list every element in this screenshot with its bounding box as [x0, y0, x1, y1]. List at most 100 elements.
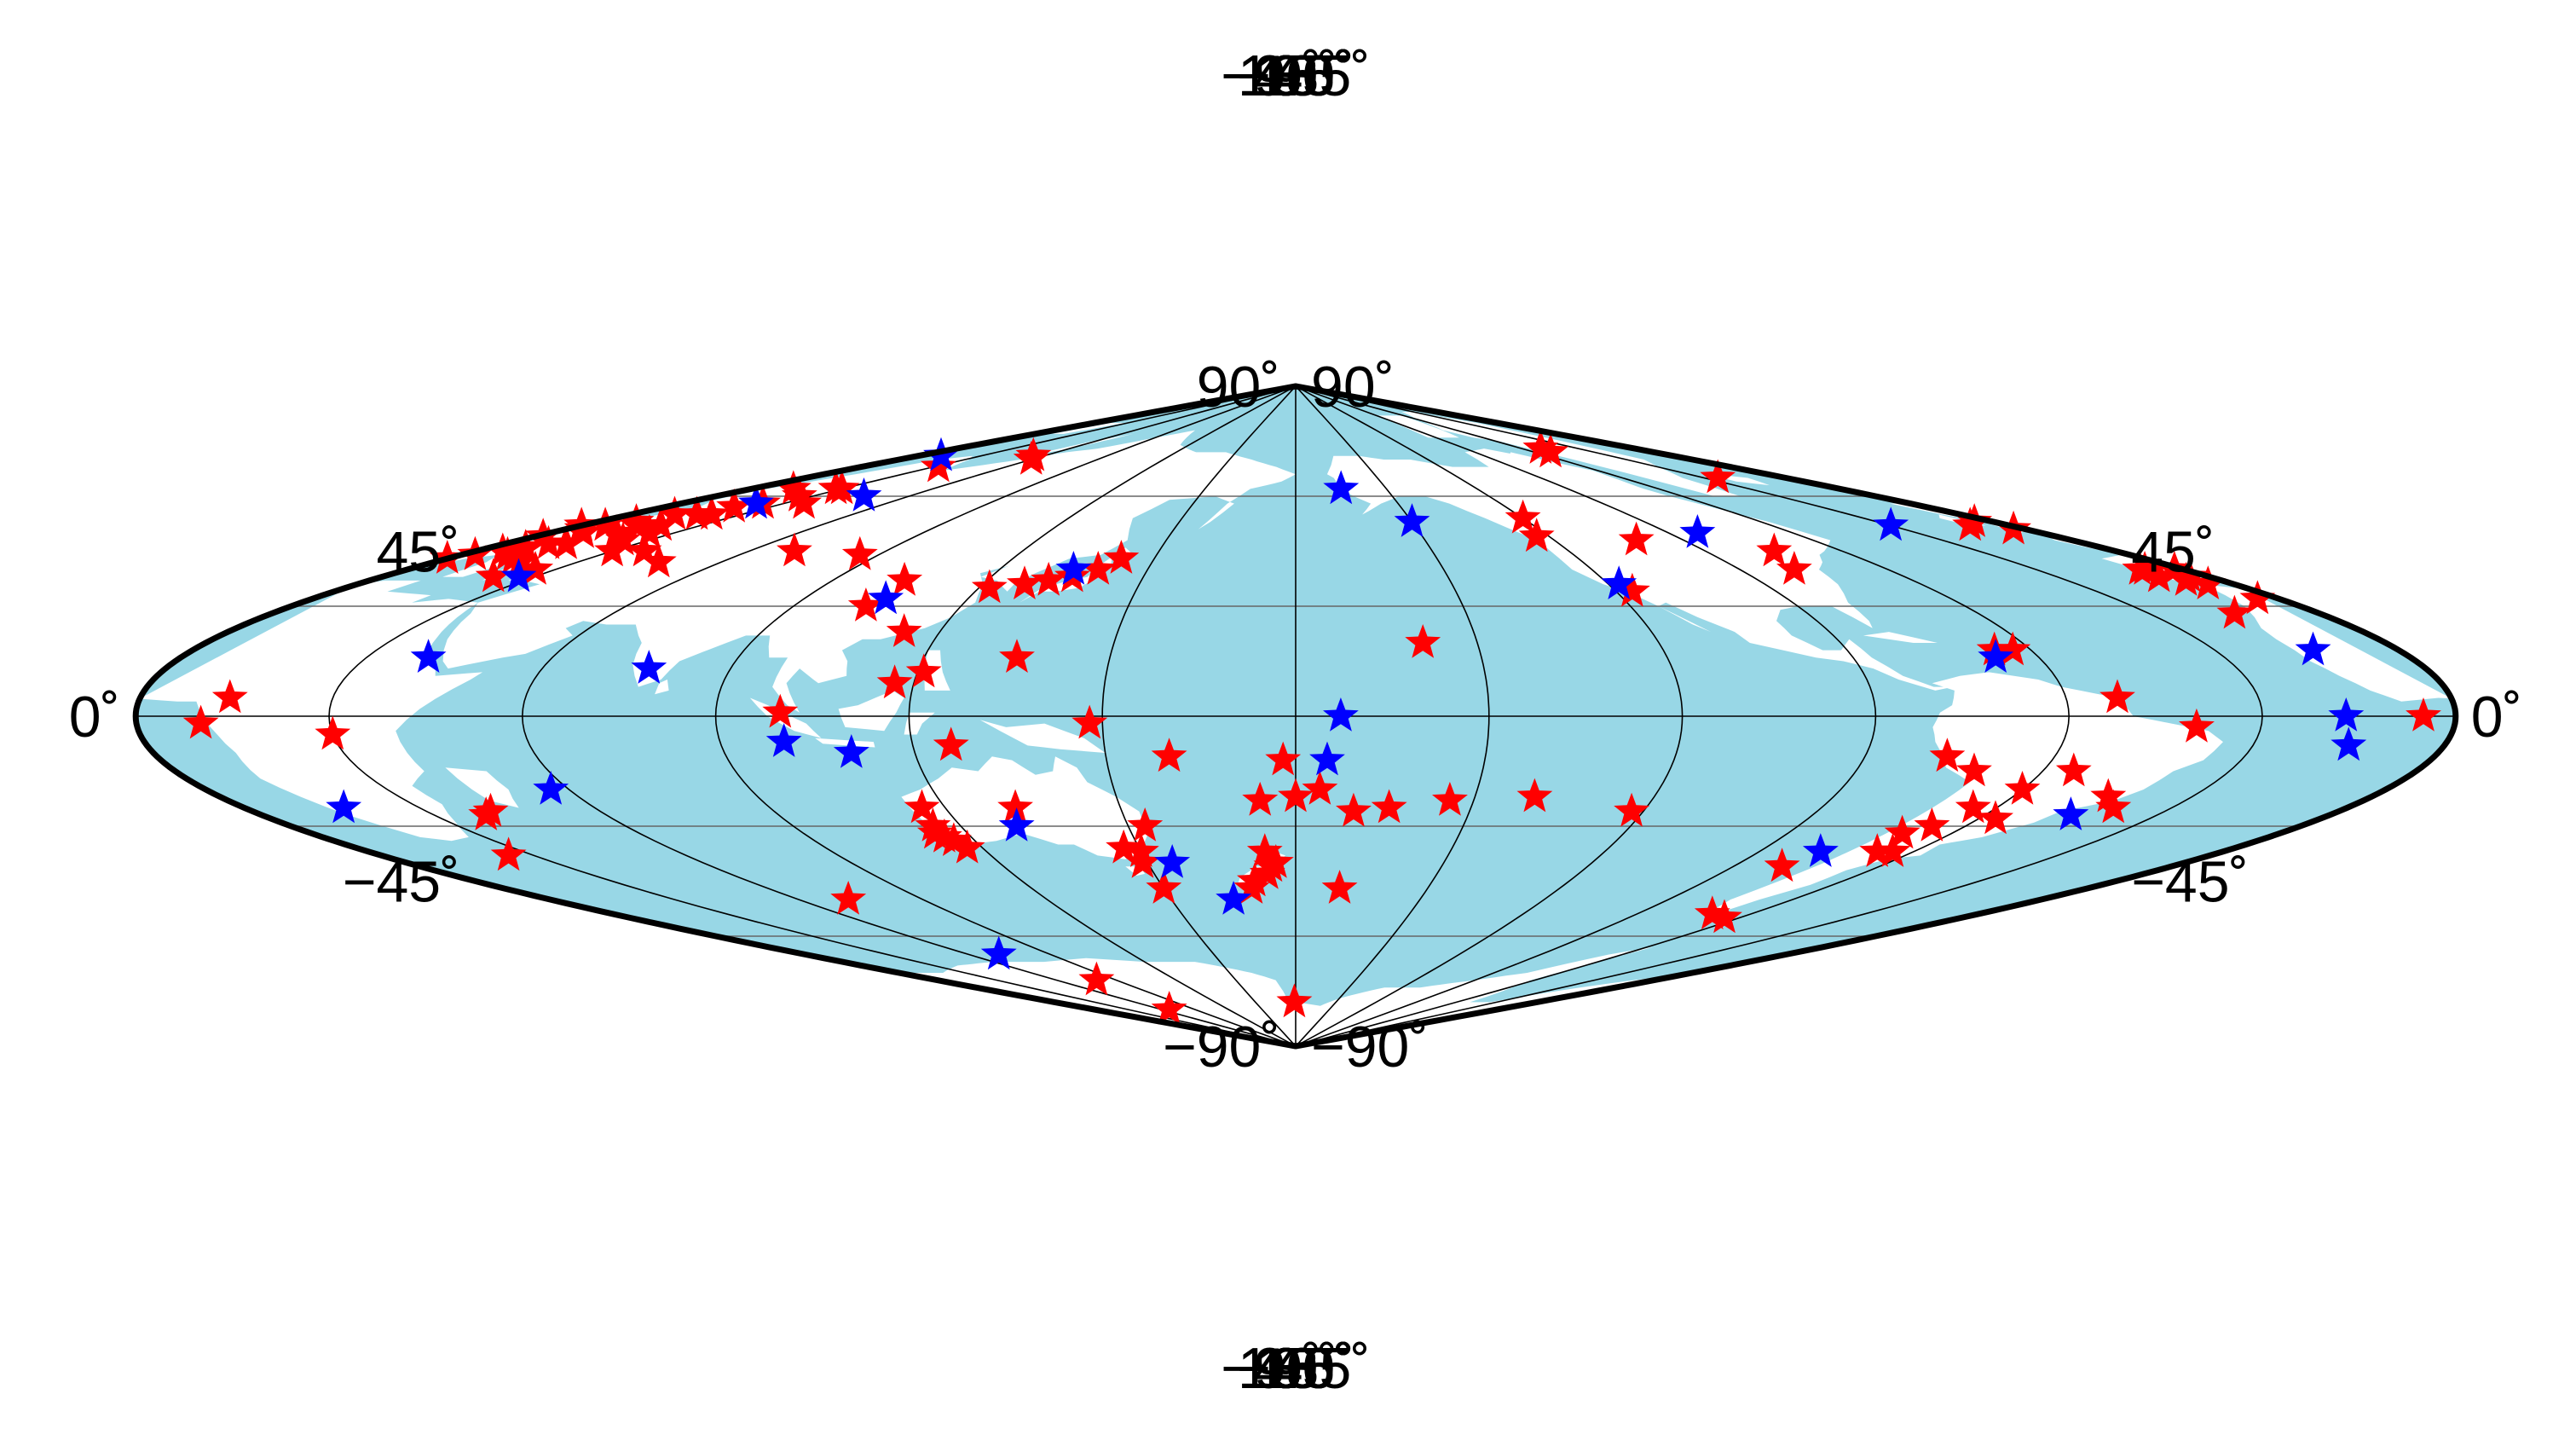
meridian-line — [1295, 386, 2071, 1046]
red-station-marker — [2406, 697, 2441, 732]
red-station-marker — [1505, 499, 1541, 534]
meridian-line — [1295, 386, 2263, 1046]
land-cuba — [1863, 632, 1938, 643]
red-station-marker — [1146, 870, 1182, 904]
land-sulawesi — [904, 712, 935, 735]
top-longitude-label: −45˚ — [1237, 43, 1354, 108]
blue-station-marker — [846, 477, 882, 512]
red-station-marker — [315, 715, 351, 750]
red-station-marker — [1432, 781, 1468, 816]
left-latitude-label: 0˚ — [69, 685, 120, 749]
red-station-marker — [1106, 829, 1142, 864]
red-station-marker — [775, 470, 811, 505]
red-station-marker — [886, 613, 922, 647]
red-station-marker — [1233, 870, 1270, 904]
land-africa — [2203, 584, 2452, 702]
bottom-longitude-label: −45˚ — [1237, 1336, 1354, 1401]
red-station-marker — [1995, 631, 2031, 666]
red-station-marker — [619, 506, 656, 541]
meridian-line — [1101, 386, 1297, 1046]
red-station-marker — [1978, 800, 2013, 835]
red-station-marker — [777, 532, 812, 567]
red-station-marker — [640, 543, 677, 578]
red-station-marker — [876, 664, 913, 699]
meridian-line — [908, 386, 1297, 1046]
red-station-marker — [904, 789, 940, 824]
blue-station-marker — [1601, 565, 1637, 599]
right-latitude-label: −90˚ — [1311, 1015, 1429, 1079]
bottom-longitude-label: 45˚ — [1254, 1336, 1337, 1401]
meridian-line — [1295, 386, 1490, 1046]
red-station-marker — [2004, 771, 2041, 805]
red-station-marker — [211, 679, 248, 714]
bottom-longitude-label: 90˚ — [1254, 1336, 1337, 1401]
blue-station-marker — [1055, 551, 1092, 585]
land-ellesmere — [1376, 415, 1459, 438]
land-eurasia — [381, 430, 1297, 713]
top-longitude-label: −135˚ — [1221, 43, 1371, 108]
land-java — [815, 738, 875, 748]
red-station-marker — [2122, 551, 2158, 585]
red-station-marker — [626, 532, 662, 567]
red-station-marker — [598, 514, 634, 548]
meridian-line — [1295, 386, 1684, 1046]
red-station-marker — [1127, 807, 1164, 842]
blue-station-marker — [1154, 844, 1191, 878]
blue-station-marker — [2053, 796, 2089, 830]
blue-station-marker — [1309, 741, 1345, 776]
bottom-longitude-label: 0˚ — [1270, 1336, 1321, 1401]
top-longitude-label: 180˚ — [1238, 43, 1354, 108]
meridian-line — [521, 386, 1297, 1046]
right-latitude-label: 90˚ — [1311, 355, 1395, 419]
blue-station-marker — [1978, 639, 2014, 673]
blue-station-marker — [1394, 503, 1430, 537]
blue-station-marker — [500, 558, 537, 593]
blue-station-marker — [980, 935, 1017, 970]
red-station-marker — [1700, 459, 1736, 494]
red-station-marker — [1336, 792, 1372, 827]
red-station-marker — [1756, 532, 1793, 567]
red-station-marker — [1151, 738, 1187, 772]
red-station-marker — [643, 506, 679, 541]
left-latitude-label: 45˚ — [376, 520, 459, 585]
red-station-marker — [1929, 738, 1966, 772]
meridian-line — [1295, 386, 1877, 1046]
red-station-marker — [1015, 437, 1052, 472]
red-station-marker — [656, 495, 693, 530]
red-station-marker — [1007, 565, 1043, 599]
red-station-marker — [2216, 594, 2253, 629]
red-station-marker — [1031, 561, 1067, 596]
bottom-longitude-label: 135˚ — [1238, 1336, 1354, 1401]
land-greenland — [1401, 412, 1741, 496]
red-station-marker — [786, 484, 822, 519]
red-station-marker — [887, 561, 923, 596]
red-station-marker — [716, 488, 753, 523]
land-baffin — [1505, 452, 1644, 489]
red-station-marker — [517, 551, 554, 585]
top-longitude-label: 90˚ — [1254, 43, 1337, 108]
left-latitude-label: 90˚ — [1197, 355, 1280, 419]
blue-station-marker — [1802, 833, 1839, 867]
left-latitude-label: −90˚ — [1163, 1015, 1280, 1079]
red-station-marker — [933, 726, 969, 761]
red-station-marker — [1253, 848, 1290, 882]
blue-station-marker — [868, 580, 904, 615]
red-station-marker — [1276, 983, 1313, 1018]
red-station-marker — [1707, 899, 1742, 934]
red-station-marker — [632, 514, 667, 548]
blue-station-marker — [410, 639, 447, 673]
red-station-marker — [2179, 708, 2215, 743]
red-station-marker — [1246, 833, 1283, 867]
blue-station-marker — [2295, 631, 2331, 666]
red-station-marker — [762, 693, 799, 728]
red-station-marker — [2095, 789, 2132, 824]
red-station-marker — [2099, 679, 2135, 714]
red-station-marker — [1103, 540, 1140, 574]
red-station-marker — [2239, 580, 2276, 615]
red-station-marker — [830, 881, 867, 915]
red-station-marker — [1302, 771, 1338, 805]
red-station-marker — [1516, 778, 1553, 813]
axis-labels: 0˚0˚45˚45˚90˚90˚135˚135˚180˚180˚−135˚−13… — [69, 43, 2523, 1401]
red-station-marker — [2168, 561, 2204, 596]
red-station-marker — [1278, 778, 1314, 813]
